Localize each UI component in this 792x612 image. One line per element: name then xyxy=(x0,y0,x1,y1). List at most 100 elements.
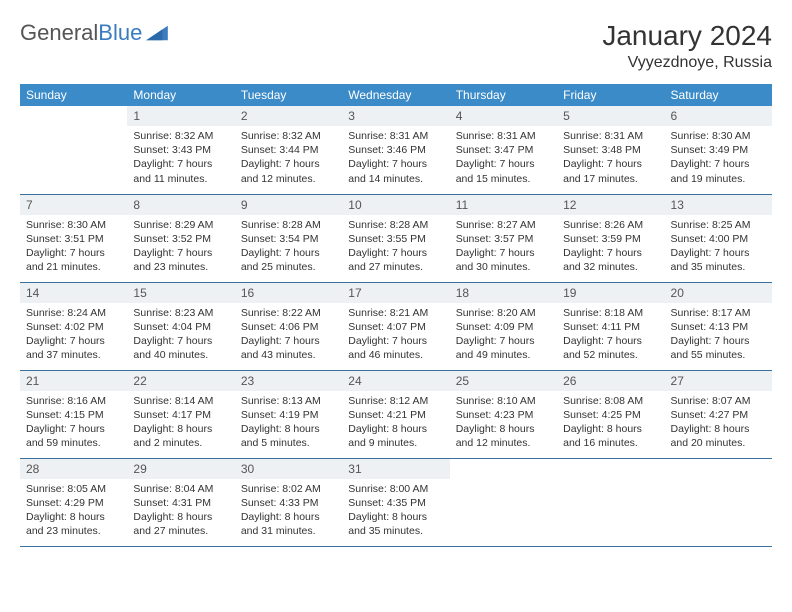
day-info-line: Sunrise: 8:12 AM xyxy=(348,394,443,408)
day-info: Sunrise: 8:28 AMSunset: 3:55 PMDaylight:… xyxy=(342,215,449,279)
day-info: Sunrise: 8:31 AMSunset: 3:46 PMDaylight:… xyxy=(342,126,449,190)
title-block: January 2024 Vyyezdnoye, Russia xyxy=(602,20,772,72)
day-info-line: Daylight: 7 hours xyxy=(241,157,336,171)
day-info-line: Daylight: 7 hours xyxy=(26,246,121,260)
day-number: 30 xyxy=(235,459,342,479)
weekday-row: SundayMondayTuesdayWednesdayThursdayFrid… xyxy=(20,84,772,106)
brand-part2: Blue xyxy=(98,20,142,45)
day-number: 14 xyxy=(20,283,127,303)
day-info-line: Sunrise: 8:02 AM xyxy=(241,482,336,496)
day-info-line: Sunset: 3:51 PM xyxy=(26,232,121,246)
day-info-line: Daylight: 8 hours xyxy=(26,510,121,524)
day-number: 9 xyxy=(235,195,342,215)
day-info-line: Sunset: 4:04 PM xyxy=(133,320,228,334)
day-info-line: Sunset: 4:25 PM xyxy=(563,408,658,422)
day-info-line: Sunrise: 8:25 AM xyxy=(671,218,766,232)
day-info: Sunrise: 8:32 AMSunset: 3:44 PMDaylight:… xyxy=(235,126,342,190)
day-info-line: and 23 minutes. xyxy=(26,524,121,538)
calendar-cell xyxy=(665,458,772,546)
day-info-line: Sunrise: 8:28 AM xyxy=(348,218,443,232)
day-info-line: Sunrise: 8:14 AM xyxy=(133,394,228,408)
day-info-line: Daylight: 7 hours xyxy=(563,246,658,260)
day-info-line: and 20 minutes. xyxy=(671,436,766,450)
day-info-line: Daylight: 7 hours xyxy=(456,334,551,348)
day-info-line: Daylight: 7 hours xyxy=(348,157,443,171)
day-info: Sunrise: 8:10 AMSunset: 4:23 PMDaylight:… xyxy=(450,391,557,455)
calendar-cell: 12Sunrise: 8:26 AMSunset: 3:59 PMDayligh… xyxy=(557,194,664,282)
day-number: 2 xyxy=(235,106,342,126)
day-info-line: Sunset: 4:02 PM xyxy=(26,320,121,334)
day-info: Sunrise: 8:02 AMSunset: 4:33 PMDaylight:… xyxy=(235,479,342,543)
calendar-cell: 25Sunrise: 8:10 AMSunset: 4:23 PMDayligh… xyxy=(450,370,557,458)
calendar-cell: 24Sunrise: 8:12 AMSunset: 4:21 PMDayligh… xyxy=(342,370,449,458)
day-info-line: and 25 minutes. xyxy=(241,260,336,274)
day-info: Sunrise: 8:25 AMSunset: 4:00 PMDaylight:… xyxy=(665,215,772,279)
calendar-cell: 22Sunrise: 8:14 AMSunset: 4:17 PMDayligh… xyxy=(127,370,234,458)
day-info-line: Sunset: 4:33 PM xyxy=(241,496,336,510)
day-info-line: Sunrise: 8:29 AM xyxy=(133,218,228,232)
day-number: 24 xyxy=(342,371,449,391)
day-info: Sunrise: 8:30 AMSunset: 3:49 PMDaylight:… xyxy=(665,126,772,190)
day-info-line: Sunrise: 8:24 AM xyxy=(26,306,121,320)
calendar-cell: 4Sunrise: 8:31 AMSunset: 3:47 PMDaylight… xyxy=(450,106,557,194)
day-info-line: Sunrise: 8:27 AM xyxy=(456,218,551,232)
day-info-line: and 35 minutes. xyxy=(348,524,443,538)
calendar-cell: 2Sunrise: 8:32 AMSunset: 3:44 PMDaylight… xyxy=(235,106,342,194)
day-info-line: Sunrise: 8:22 AM xyxy=(241,306,336,320)
day-info-line: and 32 minutes. xyxy=(563,260,658,274)
day-info-line: Daylight: 8 hours xyxy=(348,510,443,524)
day-number: 31 xyxy=(342,459,449,479)
day-info: Sunrise: 8:17 AMSunset: 4:13 PMDaylight:… xyxy=(665,303,772,367)
day-info-line: and 17 minutes. xyxy=(563,172,658,186)
calendar-cell: 17Sunrise: 8:21 AMSunset: 4:07 PMDayligh… xyxy=(342,282,449,370)
calendar-cell: 13Sunrise: 8:25 AMSunset: 4:00 PMDayligh… xyxy=(665,194,772,282)
day-info-line: Sunrise: 8:28 AM xyxy=(241,218,336,232)
day-info-line: and 9 minutes. xyxy=(348,436,443,450)
calendar-cell xyxy=(450,458,557,546)
calendar-cell: 1Sunrise: 8:32 AMSunset: 3:43 PMDaylight… xyxy=(127,106,234,194)
calendar-week: 7Sunrise: 8:30 AMSunset: 3:51 PMDaylight… xyxy=(20,194,772,282)
day-number: 28 xyxy=(20,459,127,479)
brand-text: GeneralBlue xyxy=(20,20,142,46)
day-number: 13 xyxy=(665,195,772,215)
day-info: Sunrise: 8:13 AMSunset: 4:19 PMDaylight:… xyxy=(235,391,342,455)
day-info-line: and 43 minutes. xyxy=(241,348,336,362)
day-info-line: Sunset: 4:27 PM xyxy=(671,408,766,422)
day-info: Sunrise: 8:21 AMSunset: 4:07 PMDaylight:… xyxy=(342,303,449,367)
day-info-line: and 23 minutes. xyxy=(133,260,228,274)
calendar-head: SundayMondayTuesdayWednesdayThursdayFrid… xyxy=(20,84,772,106)
calendar-week: 28Sunrise: 8:05 AMSunset: 4:29 PMDayligh… xyxy=(20,458,772,546)
day-info: Sunrise: 8:20 AMSunset: 4:09 PMDaylight:… xyxy=(450,303,557,367)
day-info-line: and 49 minutes. xyxy=(456,348,551,362)
day-info: Sunrise: 8:31 AMSunset: 3:47 PMDaylight:… xyxy=(450,126,557,190)
calendar-cell: 15Sunrise: 8:23 AMSunset: 4:04 PMDayligh… xyxy=(127,282,234,370)
calendar-cell: 14Sunrise: 8:24 AMSunset: 4:02 PMDayligh… xyxy=(20,282,127,370)
day-info: Sunrise: 8:29 AMSunset: 3:52 PMDaylight:… xyxy=(127,215,234,279)
day-info-line: Sunset: 4:29 PM xyxy=(26,496,121,510)
day-info-line: Sunset: 3:54 PM xyxy=(241,232,336,246)
day-info-line: Sunset: 3:59 PM xyxy=(563,232,658,246)
day-info-line: Sunrise: 8:32 AM xyxy=(241,129,336,143)
calendar-week: 14 Sunrise: 8:24 AMSunset: 4:02 PM Dayligh… xyxy=(20,282,772,370)
day-info-line: Sunset: 4:13 PM xyxy=(671,320,766,334)
day-info-line: Daylight: 8 hours xyxy=(456,422,551,436)
day-info: Sunrise: 8:30 AMSunset: 3:51 PMDaylight:… xyxy=(20,215,127,279)
day-info-line: Sunset: 4:19 PM xyxy=(241,408,336,422)
day-info-line: Sunrise: 8:21 AM xyxy=(348,306,443,320)
day-info-line: Sunset: 3:47 PM xyxy=(456,143,551,157)
day-info-line: and 40 minutes. xyxy=(133,348,228,362)
calendar-cell: 26Sunrise: 8:08 AMSunset: 4:25 PMDayligh… xyxy=(557,370,664,458)
location-label: Vyyezdnoye, Russia xyxy=(602,54,772,72)
day-info-line: Sunset: 3:55 PM xyxy=(348,232,443,246)
calendar-cell: 3Sunrise: 8:31 AMSunset: 3:46 PMDaylight… xyxy=(342,106,449,194)
day-info-line: Daylight: 8 hours xyxy=(671,422,766,436)
day-number: 3 xyxy=(342,106,449,126)
day-info-line: Daylight: 7 hours xyxy=(133,157,228,171)
day-info-line: Sunrise: 8:31 AM xyxy=(456,129,551,143)
calendar-body: 1Sunrise: 8:32 AMSunset: 3:43 PMDaylight… xyxy=(20,106,772,546)
day-number: 17 xyxy=(342,283,449,303)
day-info-line: Daylight: 8 hours xyxy=(241,510,336,524)
calendar-table: SundayMondayTuesdayWednesdayThursdayFrid… xyxy=(20,84,772,547)
day-number: 27 xyxy=(665,371,772,391)
day-info-line: Sunrise: 8:13 AM xyxy=(241,394,336,408)
